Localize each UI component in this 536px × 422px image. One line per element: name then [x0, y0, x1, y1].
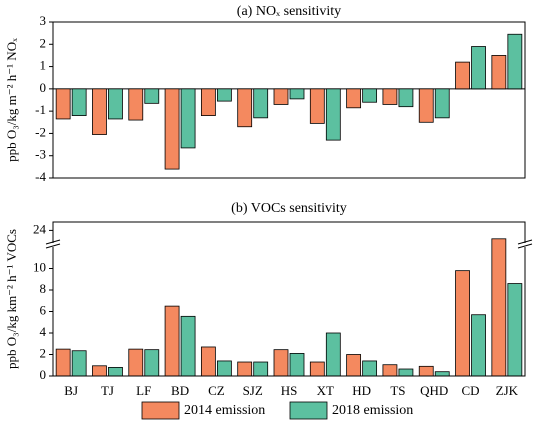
bar [455, 61, 470, 90]
y-tick-label: 3 [40, 13, 47, 28]
y-tick-label: -4 [35, 169, 46, 184]
bar [398, 88, 414, 108]
bar [507, 283, 523, 377]
bar [455, 270, 470, 377]
bar [128, 348, 144, 377]
bar [325, 332, 341, 377]
y-tick-label: 4 [40, 324, 47, 339]
x-tick-label: CZ [208, 383, 225, 398]
bar [164, 305, 180, 377]
axis-break-gap [519, 243, 531, 247]
bar [180, 315, 196, 377]
x-tick-label: SJZ [243, 383, 263, 398]
legend-label: 2014 emission [184, 403, 265, 418]
bar [273, 88, 289, 105]
y-axis-label: ppb O₃/kg km⁻² h⁻¹ VOCs [4, 229, 19, 369]
bar [434, 371, 450, 377]
bar [325, 88, 341, 141]
legend-swatch [289, 401, 328, 420]
x-tick-label: ZJK [496, 383, 519, 398]
bar [144, 349, 160, 377]
bar [382, 88, 398, 105]
y-tick-label: 1 [40, 58, 47, 73]
y-tick-label: -2 [35, 124, 46, 139]
axis-break-mark [45, 243, 61, 249]
bar [216, 360, 232, 377]
x-tick-label: XT [317, 383, 334, 398]
bar [108, 366, 123, 377]
x-tick-label: HS [281, 383, 298, 398]
axis-break-mark [517, 239, 533, 245]
bar [491, 238, 507, 377]
bar [55, 348, 71, 377]
bar [253, 88, 269, 119]
x-tick-label: CD [462, 383, 480, 398]
axis-break-mark [517, 243, 533, 249]
x-tick-label: TS [390, 383, 405, 398]
x-tick-label: BJ [64, 383, 78, 398]
bar [71, 350, 87, 377]
chart-title: (a) NOₓ sensitivity [237, 4, 341, 19]
bar [362, 360, 378, 377]
bar [309, 361, 325, 377]
bar [471, 46, 486, 90]
y-tick-label: -3 [35, 147, 46, 162]
y-tick-label: 8 [40, 281, 47, 296]
bar [237, 88, 253, 128]
y-axis-label: ppb O₃/kg m⁻² h⁻¹ NOₓ [4, 38, 19, 162]
bar [71, 88, 87, 116]
bar [362, 88, 378, 103]
bar [346, 354, 362, 377]
bar [92, 88, 107, 135]
bar [382, 364, 398, 377]
bar [491, 55, 507, 90]
bar [253, 361, 269, 377]
y-tick-label: -1 [35, 102, 46, 117]
y-tick-label: 6 [40, 302, 47, 317]
plot-frame [52, 221, 526, 377]
bar [200, 346, 216, 377]
bar [471, 314, 486, 377]
y-tick-label: 0 [40, 367, 47, 382]
axis-break-mark [45, 239, 61, 245]
bar [289, 88, 305, 100]
bar [200, 88, 216, 116]
axis-break-gap [47, 243, 59, 247]
chart-title: (b) VOCs sensitivity [231, 201, 347, 216]
bar [216, 88, 232, 102]
bar [237, 361, 253, 377]
bar [273, 349, 289, 377]
bar [92, 365, 107, 377]
bar [108, 88, 123, 120]
bar [346, 88, 362, 109]
bar [434, 88, 450, 119]
bar [309, 88, 325, 124]
legend-label: 2018 emission [332, 403, 413, 418]
x-tick-label: QHD [420, 383, 448, 398]
bar [418, 365, 434, 377]
bar [128, 88, 144, 121]
y-tick-label: 24 [33, 221, 47, 236]
y-tick-label: 2 [40, 345, 47, 360]
bar [144, 88, 160, 104]
bar [289, 353, 305, 377]
bar [164, 88, 180, 170]
bar [398, 368, 414, 377]
y-tick-label: 2 [40, 35, 47, 50]
y-tick-label: 0 [40, 80, 47, 95]
bar [418, 88, 434, 123]
y-tick-label: 10 [33, 259, 46, 274]
x-tick-label: HD [352, 383, 371, 398]
plot-frame [52, 21, 526, 179]
legend-swatch [141, 401, 180, 420]
bar [507, 33, 523, 90]
x-tick-label: BD [171, 383, 189, 398]
bar [55, 88, 71, 120]
x-tick-label: TJ [101, 383, 114, 398]
x-tick-label: LF [136, 383, 151, 398]
bar [180, 88, 196, 149]
